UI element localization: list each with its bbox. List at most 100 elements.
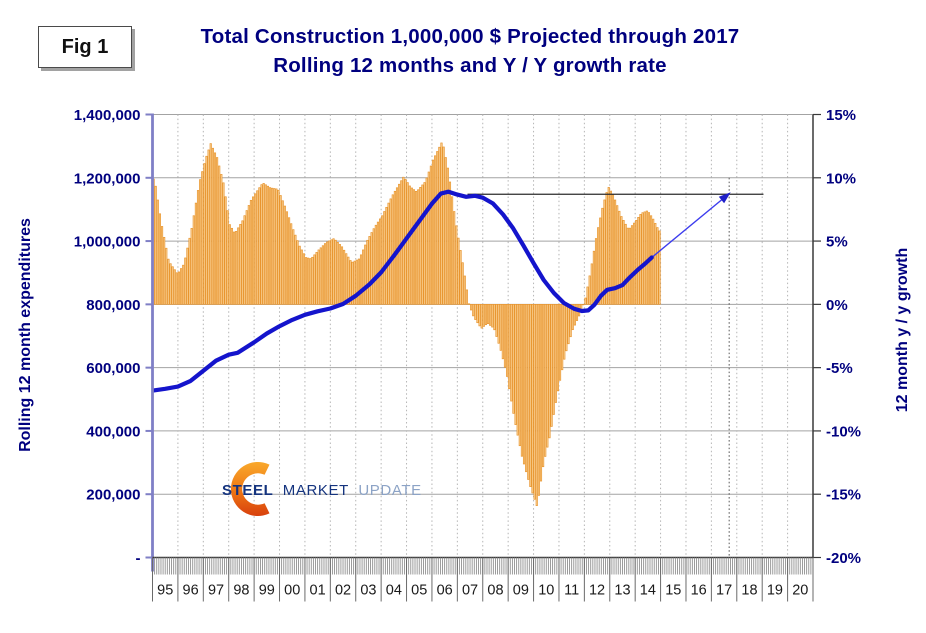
growth-bar xyxy=(539,304,543,482)
growth-bar xyxy=(630,225,634,305)
growth-bar xyxy=(470,304,473,311)
growth-bar xyxy=(201,171,204,305)
left-axis-tick-label: 800,000 xyxy=(86,297,140,314)
growth-bar xyxy=(351,261,354,305)
right-axis-tick-label: 5% xyxy=(826,234,848,251)
growth-bar xyxy=(163,236,166,305)
growth-bar xyxy=(313,254,316,305)
growth-bar xyxy=(434,155,437,305)
growth-bar xyxy=(194,202,197,305)
left-axis-tick-label: - xyxy=(136,550,141,567)
growth-bar xyxy=(334,239,337,305)
growth-bar xyxy=(512,304,515,414)
growth-bar xyxy=(425,177,428,305)
growth-bar xyxy=(641,212,644,305)
growth-bar xyxy=(444,157,447,305)
x-axis-year-label: 05 xyxy=(411,583,427,599)
growth-bar xyxy=(247,205,250,305)
growth-bar xyxy=(480,304,483,329)
growth-bar xyxy=(281,200,284,305)
growth-bar xyxy=(177,271,181,305)
growth-bar xyxy=(501,304,504,360)
growth-bar xyxy=(203,163,206,305)
growth-bar xyxy=(205,155,208,305)
growth-bar xyxy=(252,196,255,305)
growth-bar xyxy=(417,189,420,305)
growth-bar xyxy=(285,211,289,305)
growth-bar xyxy=(319,247,322,305)
growth-bar xyxy=(633,222,636,305)
growth-bars-series xyxy=(152,142,661,506)
growth-bar xyxy=(620,216,623,305)
growth-bar xyxy=(652,218,655,305)
growth-bar xyxy=(158,213,161,305)
growth-bar xyxy=(243,215,246,305)
growth-bar xyxy=(423,182,426,305)
growth-bar xyxy=(230,227,233,305)
right-axis-tick-label: -20% xyxy=(826,550,861,567)
growth-bar xyxy=(167,258,170,305)
growth-bar xyxy=(186,247,189,305)
x-axis-year-label: 01 xyxy=(310,583,326,599)
growth-bar xyxy=(357,258,361,305)
growth-bar xyxy=(550,304,553,427)
growth-bar xyxy=(419,187,422,305)
growth-bar xyxy=(448,181,452,305)
growth-bar xyxy=(533,304,536,500)
left-axis-tick-label: 1,200,000 xyxy=(74,170,141,187)
growth-bar xyxy=(336,241,339,305)
chart-title-line1: Total Construction 1,000,000 $ Projected… xyxy=(200,25,740,48)
growth-bar xyxy=(506,304,509,377)
expenditures-line xyxy=(151,189,654,393)
growth-bar xyxy=(328,240,331,305)
growth-bar xyxy=(317,249,320,305)
x-axis-year-label: 18 xyxy=(741,583,757,599)
growth-bar xyxy=(408,185,411,305)
growth-bar xyxy=(586,286,589,305)
x-axis-year-label: 17 xyxy=(716,583,732,599)
growth-bar xyxy=(474,304,477,320)
right-axis-tick-label: 10% xyxy=(826,170,856,187)
x-axis-year-label: 14 xyxy=(640,583,656,599)
growth-bar xyxy=(307,257,310,305)
growth-bar xyxy=(196,190,200,305)
x-axis-year-label: 99 xyxy=(259,583,275,599)
growth-bar xyxy=(597,227,600,305)
logo-text: STEEL MARKET UPDATE xyxy=(222,482,422,499)
growth-bar xyxy=(552,304,555,415)
growth-bar xyxy=(300,249,303,305)
growth-bar xyxy=(256,190,259,305)
growth-bar xyxy=(182,264,185,305)
growth-bar xyxy=(438,146,441,305)
growth-bar xyxy=(374,224,377,305)
growth-bar xyxy=(503,304,507,368)
x-axis-year-label: 13 xyxy=(614,583,630,599)
logo-word-market: MARKET xyxy=(283,482,349,499)
growth-bar xyxy=(266,185,269,305)
growth-bar xyxy=(292,229,295,305)
growth-bar xyxy=(575,304,579,321)
growth-bar xyxy=(273,188,276,305)
annotations xyxy=(467,177,764,558)
growth-bar xyxy=(232,231,236,305)
growth-bar xyxy=(279,195,282,305)
growth-bar xyxy=(535,304,538,506)
growth-bar xyxy=(383,211,386,305)
growth-bar xyxy=(516,304,519,436)
growth-bar xyxy=(590,263,593,305)
growth-bar xyxy=(476,304,479,324)
growth-bar xyxy=(510,304,513,402)
x-axis-year-label: 04 xyxy=(386,583,402,599)
growth-bar xyxy=(601,207,604,305)
growth-bar xyxy=(184,257,187,305)
x-axis-year-label: 19 xyxy=(767,583,783,599)
growth-bar xyxy=(160,226,164,305)
growth-bar xyxy=(499,304,502,351)
growth-bar xyxy=(391,194,394,305)
growth-bar xyxy=(582,304,585,306)
growth-bar xyxy=(558,304,562,381)
growth-bar xyxy=(567,304,570,345)
growth-bar xyxy=(563,304,566,360)
growth-bar xyxy=(546,304,549,448)
